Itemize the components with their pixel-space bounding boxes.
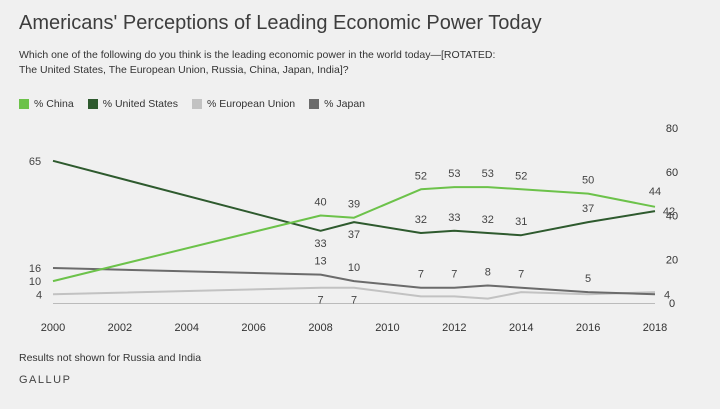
data-label: 37	[348, 229, 360, 241]
series-line-china	[52, 186, 656, 283]
legend-item-japan: % Japan	[309, 98, 365, 110]
legend-label-japan: % Japan	[324, 98, 366, 110]
data-label: 4	[36, 289, 42, 301]
x-tick-label: 2012	[442, 322, 466, 334]
data-label: 32	[482, 214, 494, 226]
y-tick-label: 80	[666, 123, 678, 135]
chart-title: Americans' Perceptions of Leading Econom…	[19, 12, 542, 34]
data-label: 52	[515, 170, 527, 182]
legend-label-united-states: % United States	[102, 98, 178, 110]
data-label: 53	[482, 168, 494, 180]
data-label: 40	[314, 197, 326, 209]
x-tick-label: 2010	[375, 322, 399, 334]
data-label: 7	[451, 269, 457, 281]
data-label: 13	[314, 256, 326, 268]
chart-subtitle: Which one of the following do you think …	[19, 48, 579, 78]
x-tick-label: 2002	[108, 322, 132, 334]
subtitle-line-1: Which one of the following do you think …	[19, 49, 496, 61]
data-label: 10	[348, 262, 360, 274]
data-label: 7	[351, 295, 357, 307]
subtitle-line-2: The United States, The European Union, R…	[19, 64, 349, 76]
data-label: 33	[448, 212, 460, 224]
y-tick-label: 40	[666, 211, 678, 223]
y-tick-label: 60	[666, 167, 678, 179]
x-tick-label: 2018	[643, 322, 667, 334]
data-label: 44	[649, 186, 661, 198]
data-label: 50	[582, 175, 594, 187]
data-label: 7	[317, 295, 323, 307]
data-label: 4	[664, 289, 670, 301]
data-label: 7	[518, 269, 524, 281]
data-label: 42	[663, 206, 675, 218]
y-tick-label: 0	[669, 298, 675, 310]
data-label: 65	[29, 156, 41, 168]
y-tick-label: 20	[666, 254, 678, 266]
data-label: 33	[314, 238, 326, 250]
x-tick-label: 2000	[41, 322, 65, 334]
legend-label-european-union: % European Union	[207, 98, 296, 110]
data-label: 31	[515, 216, 527, 228]
series-line-europeanunion	[52, 286, 656, 300]
legend-swatch-japan	[309, 99, 320, 109]
data-label: 7	[418, 269, 424, 281]
legend-item-china: % China	[19, 98, 74, 110]
data-label: 37	[582, 203, 594, 215]
chart-legend: % China % United States % European Union…	[19, 98, 365, 110]
data-label: 52	[415, 170, 427, 182]
legend-swatch-european-union	[192, 99, 202, 109]
source-label: GALLUP	[19, 374, 72, 386]
data-label: 10	[29, 276, 41, 288]
series-line-japan	[52, 267, 656, 296]
legend-swatch-china	[19, 99, 29, 109]
x-tick-label: 2004	[175, 322, 199, 334]
legend-item-european-union: % European Union	[192, 98, 295, 110]
legend-swatch-united-states	[87, 99, 98, 109]
x-tick-label: 2014	[509, 322, 533, 334]
x-tick-label: 2008	[308, 322, 332, 334]
data-label: 5	[585, 273, 591, 285]
footnote: Results not shown for Russia and India	[19, 352, 202, 364]
data-label: 16	[29, 263, 41, 275]
data-label: 39	[348, 199, 360, 211]
x-tick-label: 2006	[241, 322, 265, 334]
data-label: 32	[415, 214, 427, 226]
data-label: 8	[485, 267, 491, 279]
series-line-unitedstates	[52, 159, 656, 237]
legend-item-united-states: % United States	[87, 98, 178, 110]
legend-label-china: % China	[34, 98, 74, 110]
x-tick-label: 2016	[576, 322, 600, 334]
data-label: 53	[448, 168, 460, 180]
